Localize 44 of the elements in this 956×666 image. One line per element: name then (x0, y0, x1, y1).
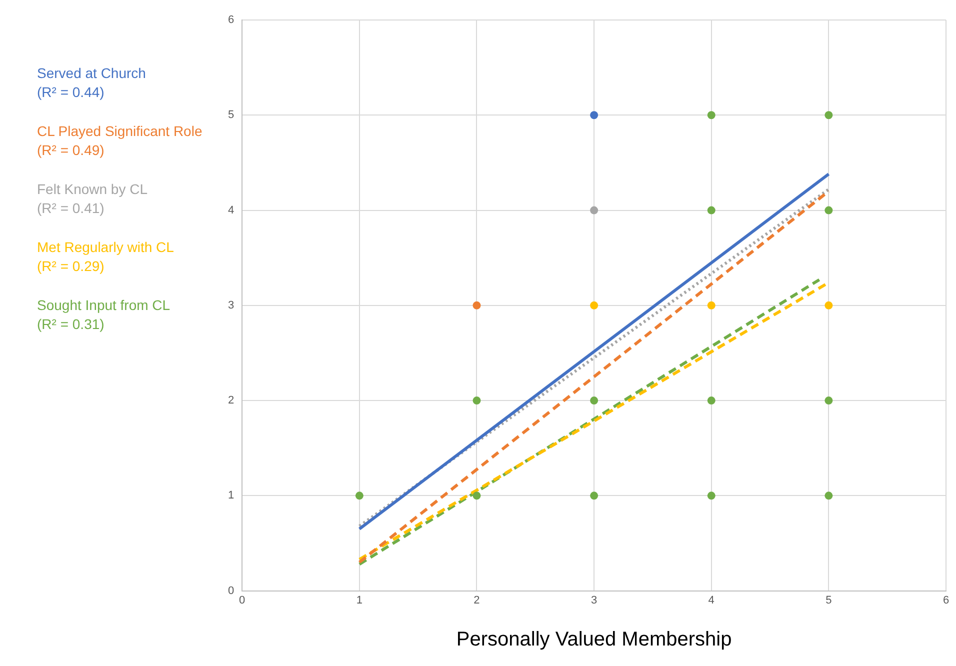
point (472, 301, 481, 310)
point (590, 301, 598, 310)
y-tick-label: 3 (228, 299, 234, 312)
x-axis-title: Personally Valued Membership (456, 628, 732, 651)
y-tick-label: 4 (228, 204, 234, 216)
text: (R² = 0.41) (37, 200, 104, 216)
point (590, 492, 598, 500)
point (472, 396, 481, 405)
y-tick-label: 6 (228, 14, 234, 26)
point (590, 206, 598, 214)
text: Met Regularly with CL (37, 238, 175, 257)
y-tick-label: 1 (228, 490, 234, 502)
point (707, 111, 716, 120)
x-tick-label: 2 (474, 594, 480, 606)
text: (R² = 0.44) (37, 83, 106, 102)
point (707, 396, 716, 405)
point (824, 396, 833, 405)
text: (R² = 0.31) (37, 315, 106, 334)
point (355, 492, 364, 500)
text: Served at Church (37, 64, 147, 83)
x-tick-label: 3 (590, 594, 598, 606)
point (707, 206, 716, 214)
x-tick-label: 6 (942, 594, 950, 606)
point (472, 492, 481, 500)
point (707, 301, 716, 310)
x-tick-label: 1 (356, 594, 362, 606)
x-tick-label: 0 (239, 594, 246, 606)
y-tick-label: 2 (228, 394, 234, 407)
point (824, 206, 833, 214)
y-tick-label: 5 (228, 109, 234, 122)
text: Felt Known by CL (37, 180, 148, 199)
point (590, 111, 598, 120)
point (707, 492, 716, 500)
point (824, 492, 833, 500)
text: (R² = 0.49) (37, 141, 106, 160)
text: CL Played Significant Role (37, 122, 204, 141)
y-tick-label: 0 (228, 584, 234, 597)
point (590, 396, 598, 405)
x-tick-label: 5 (826, 594, 832, 606)
point (824, 111, 833, 120)
text: (R² = 0.29) (37, 257, 106, 276)
x-tick-label: 4 (708, 594, 714, 606)
text: Sought Input from CL (37, 297, 170, 313)
point (824, 301, 833, 310)
